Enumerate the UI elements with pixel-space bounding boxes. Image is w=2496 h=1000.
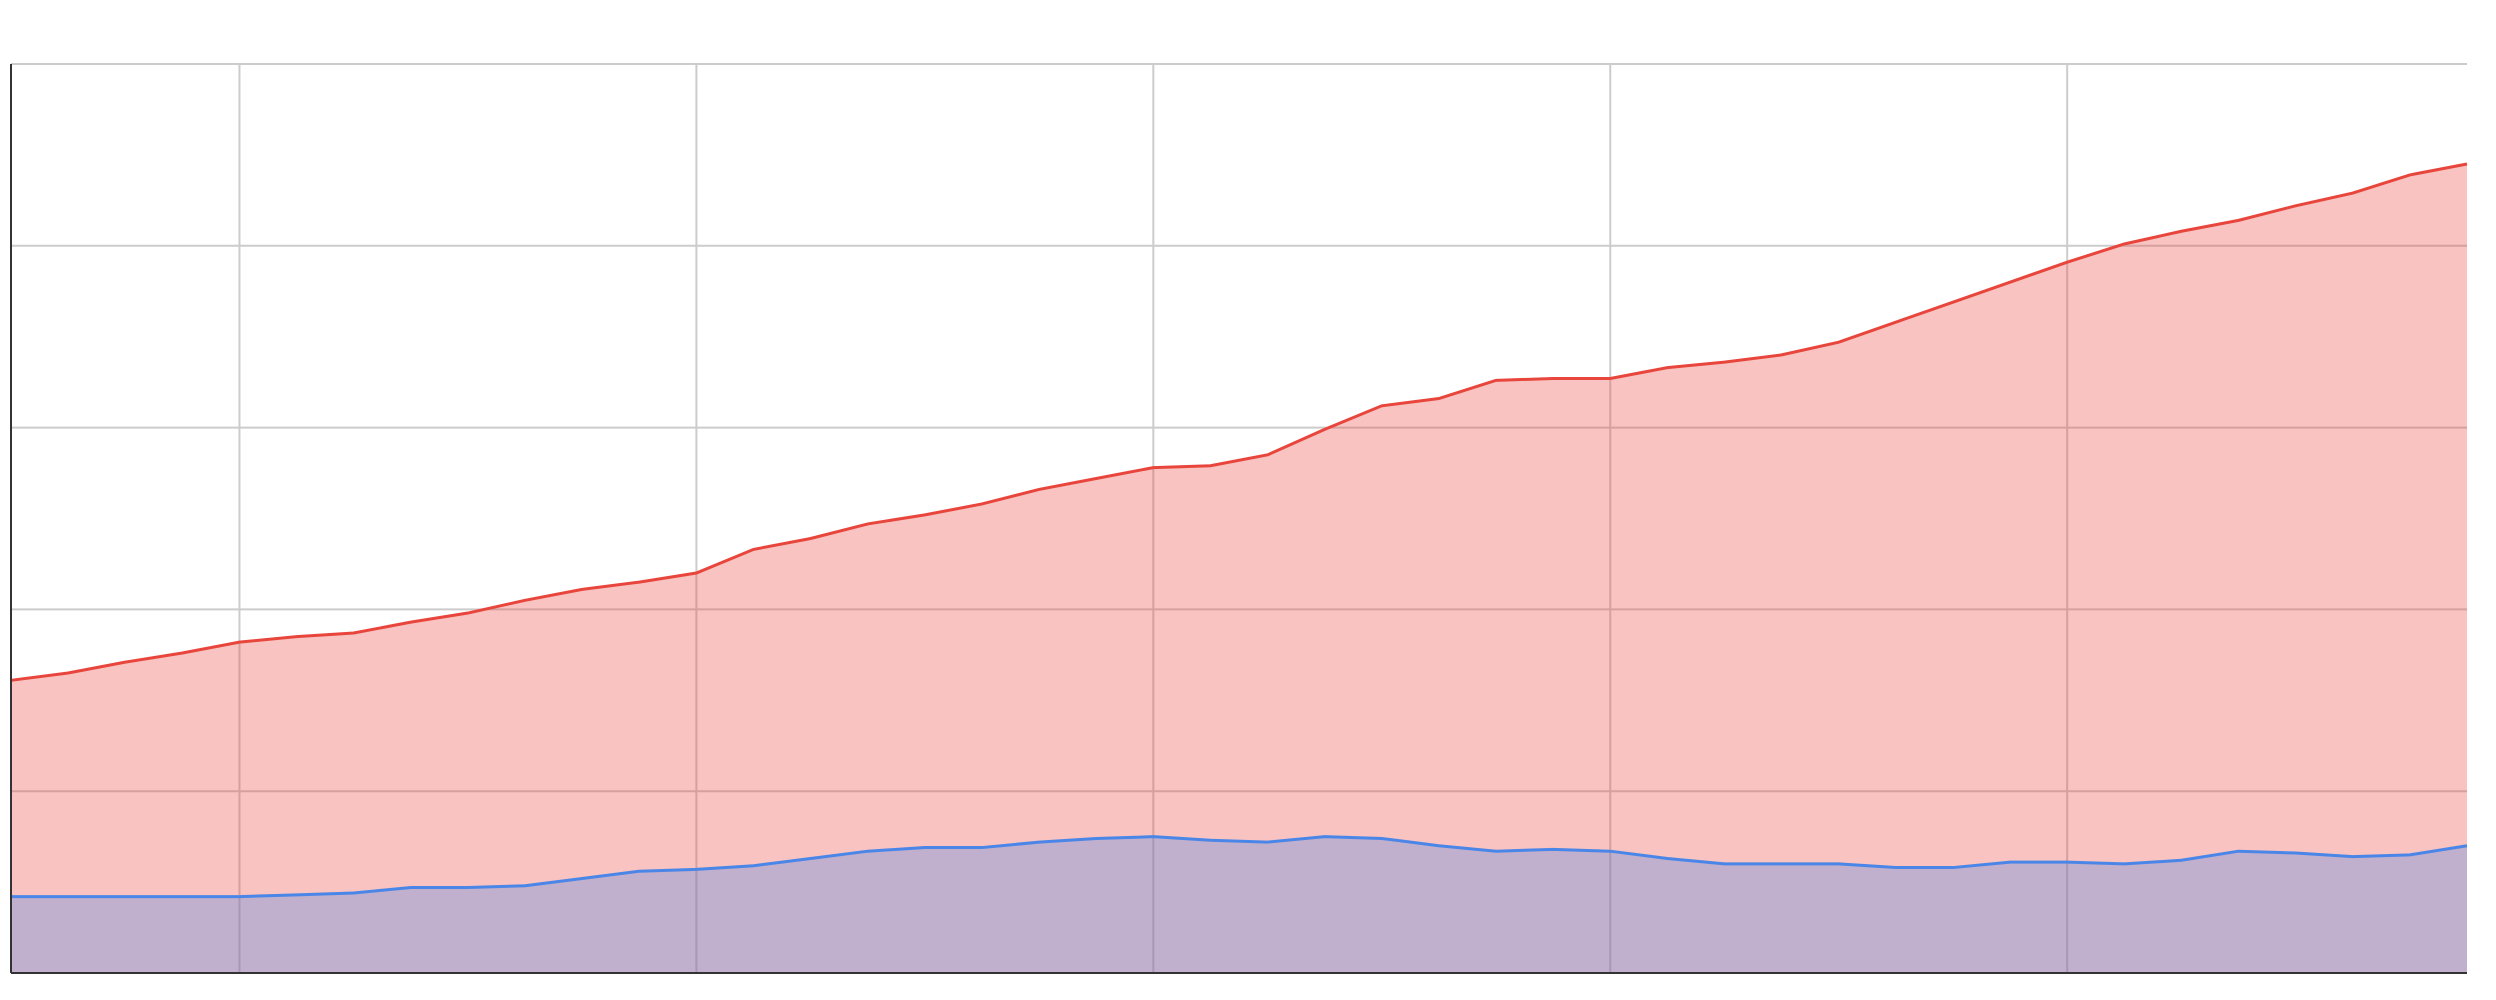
area-fill [11, 836, 2467, 973]
area-fill [11, 163, 2467, 974]
area-line [10, 162, 2468, 682]
area-line [11, 835, 2468, 899]
